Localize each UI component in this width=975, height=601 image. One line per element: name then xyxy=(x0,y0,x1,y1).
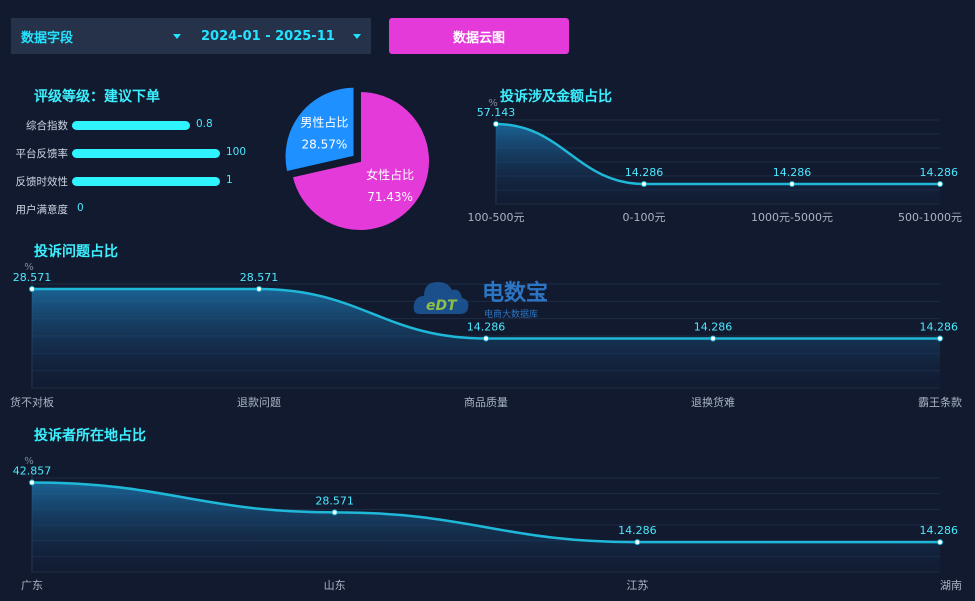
pie-slice-label: 女性占比 xyxy=(366,167,414,182)
rating-bar xyxy=(72,149,220,158)
rating-row-value: 100 xyxy=(226,146,247,158)
data-label: 14.286 xyxy=(920,524,959,537)
data-label: 14.286 xyxy=(773,166,812,179)
data-label: 14.286 xyxy=(694,320,733,333)
data-point xyxy=(641,180,647,187)
watermark-logo: eDT 电数宝 电商大数据库 xyxy=(412,268,562,324)
data-point xyxy=(256,285,262,292)
rating-row-value: 0 xyxy=(77,202,84,214)
pie-slice-female xyxy=(290,89,431,232)
x-tick-label: 货不对板 xyxy=(10,395,54,409)
x-tick-label: 江苏 xyxy=(626,579,648,592)
data-point xyxy=(634,539,641,546)
rating-row-label: 平台反馈率 xyxy=(15,148,69,160)
data-point xyxy=(789,180,795,187)
amount-area-chart: %57.143 100-500元 14.286 0-100元 14.286 1000元-5… xyxy=(468,98,962,224)
x-tick-label: 100-500元 xyxy=(468,211,525,224)
series-line xyxy=(31,481,940,544)
rating-row-value: 1 xyxy=(226,174,233,186)
data-point xyxy=(710,335,716,342)
watermark-brand: 电数宝 xyxy=(482,280,548,306)
y-axis-unit: % xyxy=(24,456,34,467)
x-tick-label: 0-100元 xyxy=(623,211,666,224)
watermark-sub: 电商大数据库 xyxy=(484,308,538,320)
pie-slice-label: 男性占比 xyxy=(300,115,348,130)
data-point xyxy=(29,285,35,292)
issue-chart-title: 投诉问题占比 xyxy=(34,244,118,260)
x-tick-label: 退换货难 xyxy=(691,395,735,409)
area-fill xyxy=(496,123,940,204)
location-chart-title: 投诉者所在地占比 xyxy=(34,428,146,444)
rating-row-label: 反馈时效性 xyxy=(15,176,69,188)
pie-slice-value: 28.57% xyxy=(302,138,348,152)
issue-area-chart: %28.571货不对板28.571退款问题14.286商品质量14.286退换货… xyxy=(10,262,962,409)
pie-slice-male xyxy=(283,85,356,174)
data-cloud-button[interactable]: 数据云图 xyxy=(389,18,569,54)
location-area-chart: %42.857 广东 28.571 山东 14.286 江苏 14.286 湖南 xyxy=(13,456,962,592)
rating-bar xyxy=(72,177,220,186)
data-label: 14.286 xyxy=(467,320,506,333)
amount-chart-title: 投诉涉及金额占比 xyxy=(500,89,612,105)
x-tick-label: 商品质量 xyxy=(464,395,508,409)
rating-row-label: 综合指数 xyxy=(26,120,68,132)
rating-row-value: 0.8 xyxy=(196,118,213,130)
data-label: 28.571 xyxy=(240,271,279,284)
chevron-down-icon xyxy=(173,33,181,39)
x-tick-label: 湖南 xyxy=(940,579,962,592)
rating-bar xyxy=(72,121,190,130)
data-label: 28.571 xyxy=(315,494,354,507)
x-tick-label: 山东 xyxy=(324,579,346,592)
x-tick-label: 500-1000元 xyxy=(898,211,962,224)
x-tick-label: 霸王条款 xyxy=(918,395,962,409)
watermark-mark: eDT xyxy=(426,298,458,314)
data-point xyxy=(937,539,943,546)
data-label: 57.143 xyxy=(477,106,516,119)
x-tick-label: 1000元-5000元 xyxy=(751,211,833,224)
series-line xyxy=(495,122,940,186)
data-label: 28.571 xyxy=(13,271,52,284)
data-point xyxy=(937,180,943,187)
chevron-down-icon xyxy=(353,33,361,39)
data-point xyxy=(483,335,489,342)
rating-row-label: 用户满意度 xyxy=(15,204,69,216)
data-point xyxy=(29,479,35,486)
field-select[interactable]: 数据字段 xyxy=(11,18,191,54)
rating-title: 评级等级：建议下单 xyxy=(34,89,160,105)
field-select-value: 数据字段 xyxy=(21,30,74,46)
gender-pie-chart: 男性占比 28.57% 女性占比 71.43% xyxy=(283,85,431,232)
data-point xyxy=(937,335,943,342)
y-axis-unit: % xyxy=(488,98,498,109)
x-tick-label: 广东 xyxy=(21,579,43,592)
data-label: 42.857 xyxy=(13,464,52,477)
data-label: 14.286 xyxy=(625,166,664,179)
data-point xyxy=(493,120,499,127)
date-range-value: 2024-01 - 2025-11 xyxy=(201,28,335,44)
date-range-select[interactable]: 2024-01 - 2025-11 xyxy=(191,18,371,54)
data-label: 14.286 xyxy=(920,166,959,179)
pie-slice-value: 71.43% xyxy=(367,190,413,204)
x-tick-label: 退款问题 xyxy=(237,395,281,409)
data-point xyxy=(331,509,338,516)
y-axis-unit: % xyxy=(24,262,34,273)
data-label: 14.286 xyxy=(618,524,657,537)
data-label: 14.286 xyxy=(920,320,959,333)
